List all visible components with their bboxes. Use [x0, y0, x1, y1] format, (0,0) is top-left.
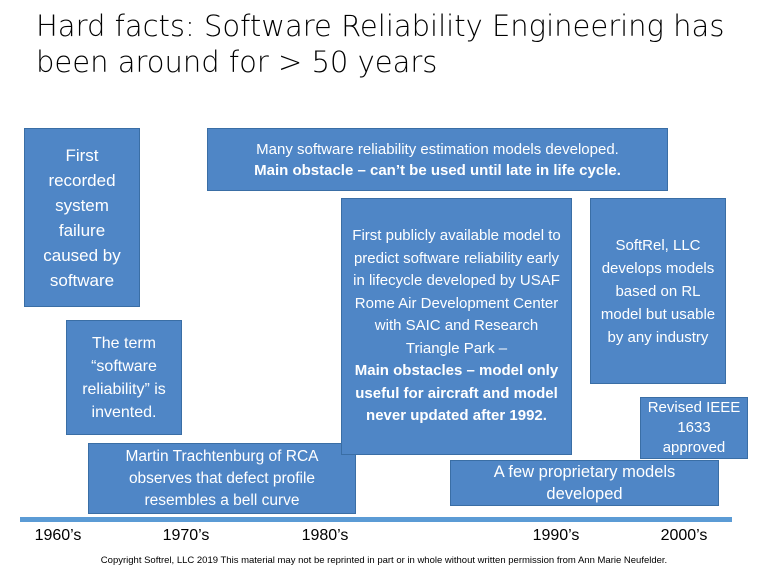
- event-box: First publicly available model to predic…: [341, 198, 572, 455]
- event-box: Many software reliability estimation mod…: [207, 128, 668, 191]
- box-bold-text: Main obstacle – can’t be used until late…: [254, 161, 621, 179]
- box-text: First recorded system failure caused by …: [43, 145, 121, 290]
- timeline-label: 1970’s: [162, 527, 210, 544]
- slide-title: Hard facts: Software Reliability Enginee…: [36, 9, 725, 79]
- timeline-bar: [20, 517, 732, 522]
- timeline-label: 1960’s: [34, 527, 82, 544]
- box-text: First publicly available model to predic…: [352, 227, 561, 357]
- box-text: Revised IEEE 1633 approved: [647, 399, 741, 456]
- timeline-label: 1980’s: [301, 527, 349, 544]
- box-text: Martin Trachtenburg of RCA observes that…: [125, 447, 319, 509]
- box-text: SoftRel, LLC develops models based on RL…: [600, 236, 716, 346]
- box-bold-text: Main obstacles – model only useful for a…: [354, 362, 559, 425]
- event-box: SoftRel, LLC develops models based on RL…: [590, 198, 726, 384]
- timeline-label: 1990’s: [532, 527, 580, 544]
- event-box: First recorded system failure caused by …: [24, 128, 140, 307]
- event-box: Revised IEEE 1633 approved: [640, 397, 748, 459]
- box-text: Many software reliability estimation mod…: [256, 140, 619, 158]
- event-box: The term “software reliability” is inven…: [66, 320, 182, 435]
- box-text: A few proprietary models developed: [493, 463, 676, 503]
- box-text: The term “software reliability” is inven…: [82, 334, 166, 421]
- copyright: Copyright Softrel, LLC 2019 This materia…: [100, 555, 668, 566]
- event-box: A few proprietary models developed: [450, 460, 719, 506]
- timeline-label: 2000’s: [660, 527, 708, 544]
- event-box: Martin Trachtenburg of RCA observes that…: [88, 443, 356, 514]
